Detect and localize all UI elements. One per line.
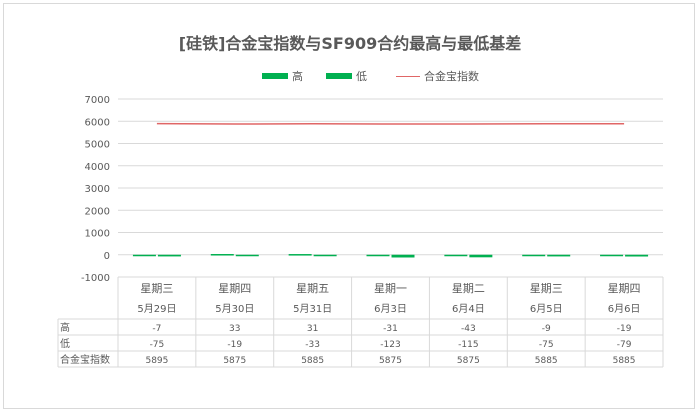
table-cell-value: -31 [383,324,398,334]
bar-low [157,254,181,257]
x-category-weekday: 星期四 [608,282,641,295]
table-cell-value: 33 [229,324,240,334]
table-cell-value: -7 [152,324,161,334]
table-cell-value: 31 [307,324,318,334]
y-tick-label: 1000 [85,229,110,240]
chart-legend: 高 低 合金宝指数 [0,68,700,84]
legend-item-index: 合金宝指数 [396,68,479,84]
table-cell-value: 5875 [223,356,246,366]
chart-title: [硅铁]合金宝指数与SF909合约最高与最低基差 [178,34,522,53]
x-category-weekday: 星期四 [218,282,251,295]
x-category-date: 5月31日 [293,303,332,315]
table-row-label: 合金宝指数 [60,353,110,366]
y-tick-label: 3000 [85,184,110,195]
bar-high [132,254,156,257]
bar-low [391,254,415,258]
table-cell-value: -9 [542,324,551,334]
legend-swatch-low [326,73,352,79]
x-category-date: 6月3日 [374,303,407,315]
legend-item-low: 低 [326,68,367,84]
bar-low [313,254,337,257]
table-cell-value: 5885 [535,356,558,366]
bar-low [235,254,259,257]
x-category-date: 5月30日 [215,303,254,315]
table-row-label: 低 [60,337,70,350]
bar-low [625,254,649,257]
bar-high [600,254,624,257]
table-cell-value: 5875 [379,356,402,366]
bar-low [469,254,493,258]
bar-high [444,254,468,257]
bar-low [547,254,571,257]
x-category-weekday: 星期三 [140,282,173,295]
legend-label-low: 低 [356,70,367,83]
y-tick-label: 2000 [85,206,110,217]
x-category-weekday: 星期二 [452,282,485,295]
table-cell-value: 5875 [457,356,480,366]
y-tick-label: 5000 [85,140,110,151]
table-cell-value: -115 [458,340,478,350]
bar-high [210,254,234,256]
x-category-date: 6月6日 [608,303,641,315]
y-tick-label: -1000 [81,273,110,284]
legend-item-high: 高 [262,68,303,84]
table-cell-value: -43 [461,324,476,334]
table-row-label: 高 [60,321,70,334]
y-tick-label: 6000 [85,117,110,128]
legend-swatch-high [262,73,288,79]
table-cell-value: 5885 [301,356,324,366]
legend-label-index: 合金宝指数 [424,70,479,83]
x-category-weekday: 星期一 [374,282,407,295]
x-category-date: 5月29日 [137,303,176,315]
x-category-date: 6月5日 [530,303,563,315]
table-cell-value: -19 [617,324,632,334]
y-tick-label: 7000 [85,95,110,106]
legend-label-high: 高 [292,70,303,83]
bar-high [288,254,312,256]
table-cell-value: -19 [227,340,242,350]
table-cell-value: 5885 [613,356,636,366]
table-cell-value: -79 [617,340,632,350]
table-cell-value: -33 [305,340,320,350]
x-category-weekday: 星期三 [530,282,563,295]
table-cell-value: -75 [150,340,165,350]
x-category-date: 6月4日 [452,303,485,315]
bar-high [366,254,390,257]
table-cell-value: 5895 [145,356,168,366]
legend-swatch-index [396,75,420,77]
y-tick-label: 4000 [85,162,110,173]
y-tick-label: 0 [104,251,110,262]
table-cell-value: -75 [539,340,554,350]
table-cell-value: -123 [380,340,400,350]
x-category-weekday: 星期五 [296,282,329,295]
bar-high [522,254,546,257]
